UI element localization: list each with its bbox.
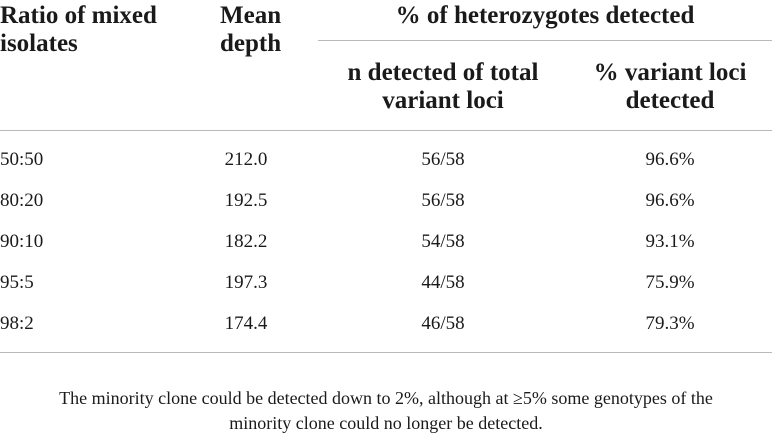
cell-depth: 212.0 xyxy=(224,149,268,170)
cell-depth: 182.2 xyxy=(224,231,268,252)
header-ratio-line1: Ratio of mixed xyxy=(0,2,157,29)
header-heterozygotes-group: % of heterozygotes detected xyxy=(318,0,772,41)
cell-depth: 197.3 xyxy=(224,272,268,293)
cell-depth: 192.5 xyxy=(224,190,268,211)
table-body: 50:50 212.0 56/58 96.6% 80:20 192.5 56/5… xyxy=(0,131,772,353)
table-row: 95:5 197.3 44/58 75.9% xyxy=(0,263,772,304)
table-row: 90:10 182.2 54/58 93.1% xyxy=(0,222,772,263)
header-pct-line1: % variant loci xyxy=(593,59,747,86)
header-ratio-line2: isolates xyxy=(0,30,78,57)
header-pct-line2: detected xyxy=(625,87,715,114)
cell-ratio: 95:5 xyxy=(0,272,34,293)
header-row-sub: n detected of total variant loci % varia… xyxy=(0,40,772,131)
cell-pct: 96.6% xyxy=(645,149,695,170)
cell-detected: 56/58 xyxy=(421,190,465,211)
header-row-group: Ratio of mixed isolates Mean depth % of … xyxy=(0,0,772,131)
cell-detected: 54/58 xyxy=(421,231,465,252)
table-row: 80:20 192.5 56/58 96.6% xyxy=(0,181,772,222)
header-ratio: Ratio of mixed isolates xyxy=(0,0,212,131)
cell-pct: 79.3% xyxy=(568,304,772,353)
table-row: 50:50 212.0 56/58 96.6% xyxy=(0,131,772,182)
cell-detected: 56/58 xyxy=(421,149,465,170)
cell-depth: 174.4 xyxy=(212,304,318,353)
table-header: Ratio of mixed isolates Mean depth % of … xyxy=(0,0,772,131)
heterozygote-detection-table: Ratio of mixed isolates Mean depth % of … xyxy=(0,0,772,353)
header-pct-detected: % variant loci detected xyxy=(568,40,772,131)
cell-pct: 75.9% xyxy=(645,272,695,293)
table-footnote: The minority clone could be detected dow… xyxy=(0,386,772,436)
footnote-line1: The minority clone could be detected dow… xyxy=(59,388,713,408)
header-depth-line2: depth xyxy=(220,30,282,57)
cell-detected: 46/58 xyxy=(318,304,568,353)
table-row: 98:2 174.4 46/58 79.3% xyxy=(0,304,772,353)
header-n-detected: n detected of total variant loci xyxy=(318,40,568,131)
cell-ratio: 98:2 xyxy=(0,304,212,353)
footnote-line2: minority clone could no longer be detect… xyxy=(229,413,543,433)
header-depth-line1: Mean xyxy=(220,2,282,29)
results-table-container: Ratio of mixed isolates Mean depth % of … xyxy=(0,0,772,353)
cell-ratio: 50:50 xyxy=(0,149,44,170)
header-n-detected-line2: variant loci xyxy=(382,87,504,114)
cell-ratio: 90:10 xyxy=(0,231,44,252)
header-mean-depth: Mean depth xyxy=(212,0,318,131)
cell-detected: 44/58 xyxy=(421,272,465,293)
header-n-detected-line1: n detected of total xyxy=(347,59,539,86)
cell-pct: 93.1% xyxy=(645,231,695,252)
cell-ratio: 80:20 xyxy=(0,190,44,211)
cell-pct: 96.6% xyxy=(645,190,695,211)
